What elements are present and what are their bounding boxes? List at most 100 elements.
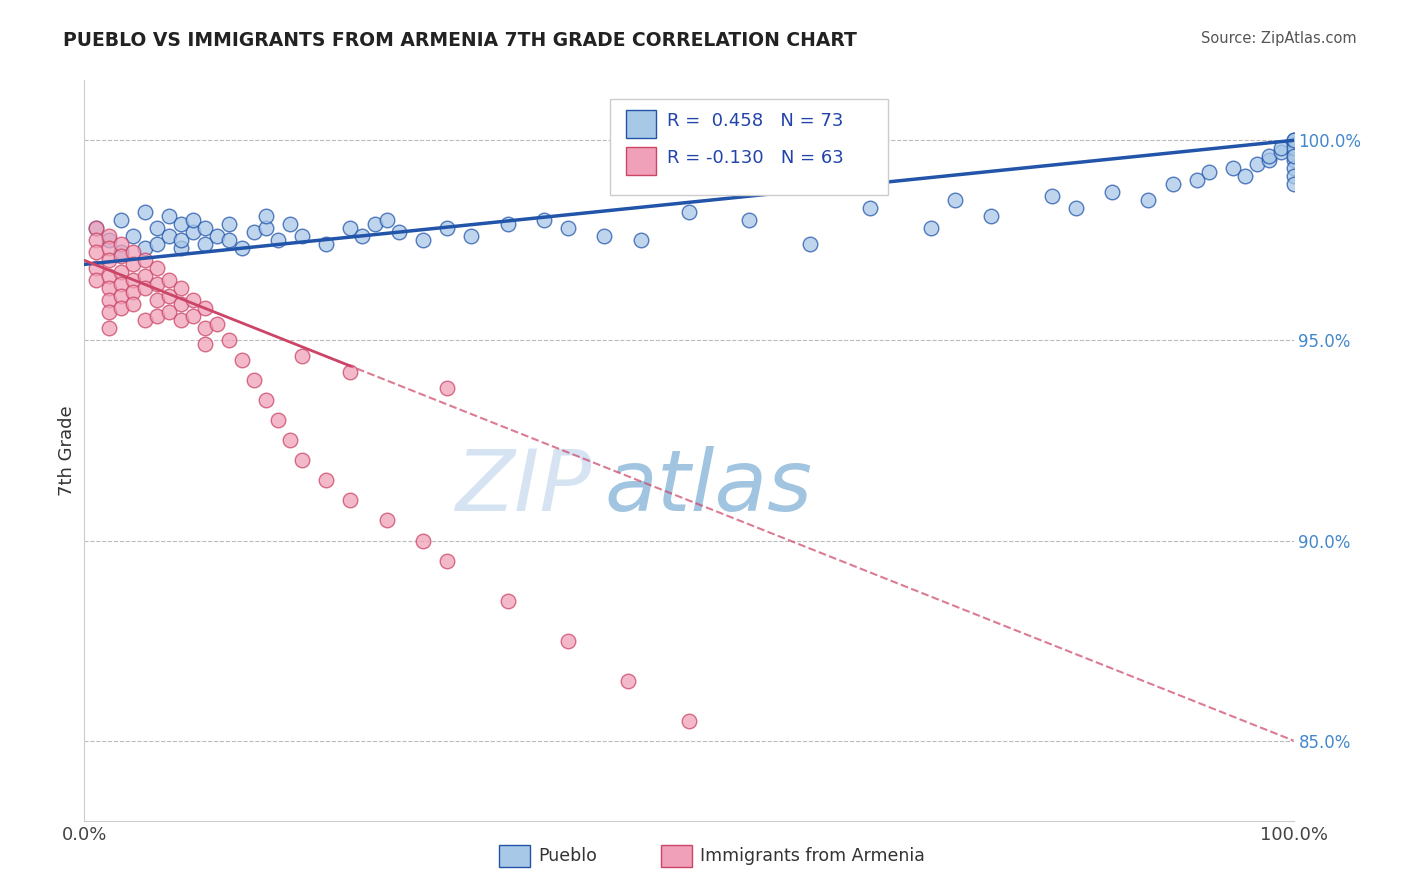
Point bbox=[1101, 186, 1123, 200]
Point bbox=[388, 225, 411, 239]
Point bbox=[194, 221, 217, 235]
Point bbox=[134, 241, 156, 255]
Point bbox=[1258, 153, 1281, 168]
Point bbox=[86, 273, 108, 287]
Point bbox=[110, 245, 132, 260]
Point bbox=[110, 213, 132, 227]
Point bbox=[134, 269, 156, 284]
Point bbox=[121, 245, 143, 260]
Text: atlas: atlas bbox=[605, 446, 813, 529]
Point bbox=[1282, 137, 1305, 152]
Point bbox=[194, 337, 217, 351]
Point bbox=[170, 297, 193, 311]
Point bbox=[496, 593, 519, 607]
Point bbox=[86, 245, 108, 260]
Point bbox=[134, 253, 156, 268]
Point bbox=[157, 305, 180, 319]
Point bbox=[86, 261, 108, 276]
Point bbox=[194, 321, 217, 335]
Point bbox=[170, 218, 193, 232]
Point bbox=[110, 249, 132, 263]
Point bbox=[110, 237, 132, 252]
Point bbox=[533, 213, 555, 227]
Text: Pueblo: Pueblo bbox=[538, 847, 598, 865]
Point bbox=[315, 474, 337, 488]
Point bbox=[134, 205, 156, 219]
Point bbox=[194, 301, 217, 316]
Point bbox=[97, 229, 120, 244]
Point bbox=[1282, 161, 1305, 176]
Bar bbox=[626, 110, 657, 138]
Point bbox=[436, 381, 458, 395]
Point bbox=[278, 434, 301, 448]
Point bbox=[278, 218, 301, 232]
Point bbox=[339, 493, 361, 508]
Point bbox=[1258, 149, 1281, 163]
Point bbox=[231, 353, 253, 368]
Point bbox=[1198, 165, 1220, 179]
Point bbox=[97, 321, 120, 335]
Point bbox=[678, 714, 700, 728]
Text: Immigrants from Armenia: Immigrants from Armenia bbox=[700, 847, 925, 865]
Point bbox=[146, 277, 169, 292]
Point bbox=[170, 281, 193, 295]
Point bbox=[181, 293, 204, 308]
Point bbox=[375, 514, 398, 528]
Point bbox=[170, 313, 193, 327]
Point bbox=[352, 229, 374, 244]
Point bbox=[97, 233, 120, 247]
Y-axis label: 7th Grade: 7th Grade bbox=[58, 405, 76, 496]
Point bbox=[267, 413, 290, 427]
Point bbox=[121, 257, 143, 271]
Point bbox=[134, 281, 156, 295]
Point bbox=[242, 225, 264, 239]
Point bbox=[496, 218, 519, 232]
Point bbox=[157, 210, 180, 224]
Point bbox=[375, 213, 398, 227]
Point bbox=[146, 237, 169, 252]
Bar bbox=[626, 147, 657, 175]
Point bbox=[1270, 141, 1292, 155]
Point bbox=[1137, 194, 1160, 208]
Point bbox=[460, 229, 482, 244]
Point bbox=[1161, 178, 1184, 192]
Point bbox=[218, 334, 240, 348]
Point bbox=[170, 241, 193, 255]
Point bbox=[97, 241, 120, 255]
Point bbox=[1270, 145, 1292, 160]
Point bbox=[980, 210, 1002, 224]
Point bbox=[678, 205, 700, 219]
Point bbox=[859, 202, 882, 216]
Point bbox=[121, 297, 143, 311]
Point bbox=[218, 233, 240, 247]
Text: ZIP: ZIP bbox=[456, 446, 592, 529]
Point bbox=[146, 293, 169, 308]
Point bbox=[146, 310, 169, 324]
Point bbox=[181, 310, 204, 324]
Point bbox=[557, 221, 579, 235]
Point bbox=[436, 553, 458, 567]
Point bbox=[1282, 149, 1305, 163]
Point bbox=[110, 277, 132, 292]
Point bbox=[1282, 145, 1305, 160]
Point bbox=[170, 233, 193, 247]
Point bbox=[181, 213, 204, 227]
Point bbox=[254, 393, 277, 408]
Point bbox=[146, 221, 169, 235]
Point bbox=[121, 285, 143, 300]
Point bbox=[181, 225, 204, 239]
Point bbox=[267, 233, 290, 247]
Point bbox=[97, 269, 120, 284]
Point bbox=[1282, 178, 1305, 192]
Point bbox=[231, 241, 253, 255]
Point bbox=[1282, 141, 1305, 155]
Point bbox=[194, 237, 217, 252]
Point bbox=[738, 213, 761, 227]
Point bbox=[920, 221, 942, 235]
Point bbox=[157, 273, 180, 287]
Point bbox=[146, 261, 169, 276]
Point bbox=[254, 221, 277, 235]
Point bbox=[339, 366, 361, 380]
Point bbox=[291, 229, 314, 244]
Point bbox=[207, 318, 229, 332]
